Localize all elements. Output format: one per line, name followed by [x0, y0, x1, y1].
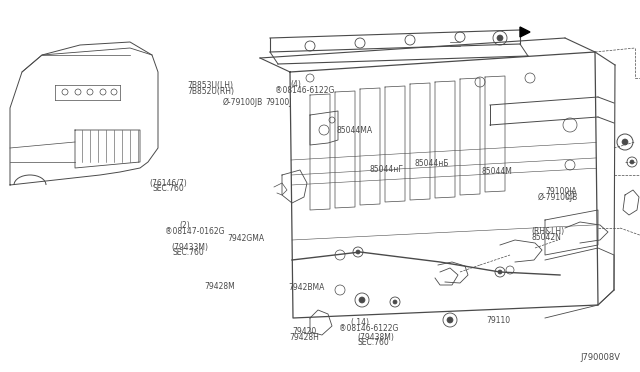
Text: ®08147-0162G: ®08147-0162G — [165, 227, 225, 236]
Polygon shape — [520, 27, 530, 37]
Circle shape — [622, 139, 628, 145]
Text: 7B852U(RH): 7B852U(RH) — [187, 87, 234, 96]
Text: (2): (2) — [179, 221, 190, 230]
Text: 85044MA: 85044MA — [337, 126, 372, 135]
Text: 85044нБ: 85044нБ — [415, 159, 449, 168]
Text: ®08146-6122G: ®08146-6122G — [275, 86, 335, 94]
Text: 7B853U(LH): 7B853U(LH) — [187, 81, 233, 90]
Text: (79438M): (79438M) — [357, 333, 394, 341]
Text: 79420: 79420 — [292, 327, 317, 336]
Text: Ø-79100JB: Ø-79100JB — [223, 98, 263, 107]
Circle shape — [393, 300, 397, 304]
Text: 85042N: 85042N — [531, 233, 561, 242]
Circle shape — [497, 35, 503, 41]
Text: ( 14): ( 14) — [351, 318, 369, 327]
Text: ®08146-6122G: ®08146-6122G — [339, 324, 399, 333]
Text: SEC.760: SEC.760 — [152, 185, 184, 193]
Text: 85044M: 85044M — [481, 167, 512, 176]
Text: (4): (4) — [291, 80, 301, 89]
Text: (79433M): (79433M) — [172, 243, 209, 251]
Text: 79100J: 79100J — [266, 98, 292, 107]
Text: 7942GMA: 7942GMA — [227, 234, 264, 243]
Text: 7942BMA: 7942BMA — [288, 283, 324, 292]
Text: SEC.760: SEC.760 — [357, 339, 389, 347]
Text: Ø-79100JB: Ø-79100JB — [538, 193, 578, 202]
Circle shape — [356, 250, 360, 254]
Text: (RH&LH): (RH&LH) — [531, 227, 564, 236]
Text: 79428M: 79428M — [205, 282, 236, 291]
Text: 79110: 79110 — [486, 316, 511, 325]
Text: (76146/7): (76146/7) — [150, 179, 188, 187]
Text: 79428H: 79428H — [289, 333, 319, 342]
Text: J790008V: J790008V — [580, 353, 620, 362]
Circle shape — [359, 297, 365, 303]
Text: SEC.760: SEC.760 — [173, 248, 205, 257]
Circle shape — [447, 317, 453, 323]
Circle shape — [630, 160, 634, 164]
Text: 85044нГ: 85044нГ — [370, 165, 404, 174]
Text: 79100JA: 79100JA — [545, 187, 577, 196]
Circle shape — [498, 270, 502, 274]
